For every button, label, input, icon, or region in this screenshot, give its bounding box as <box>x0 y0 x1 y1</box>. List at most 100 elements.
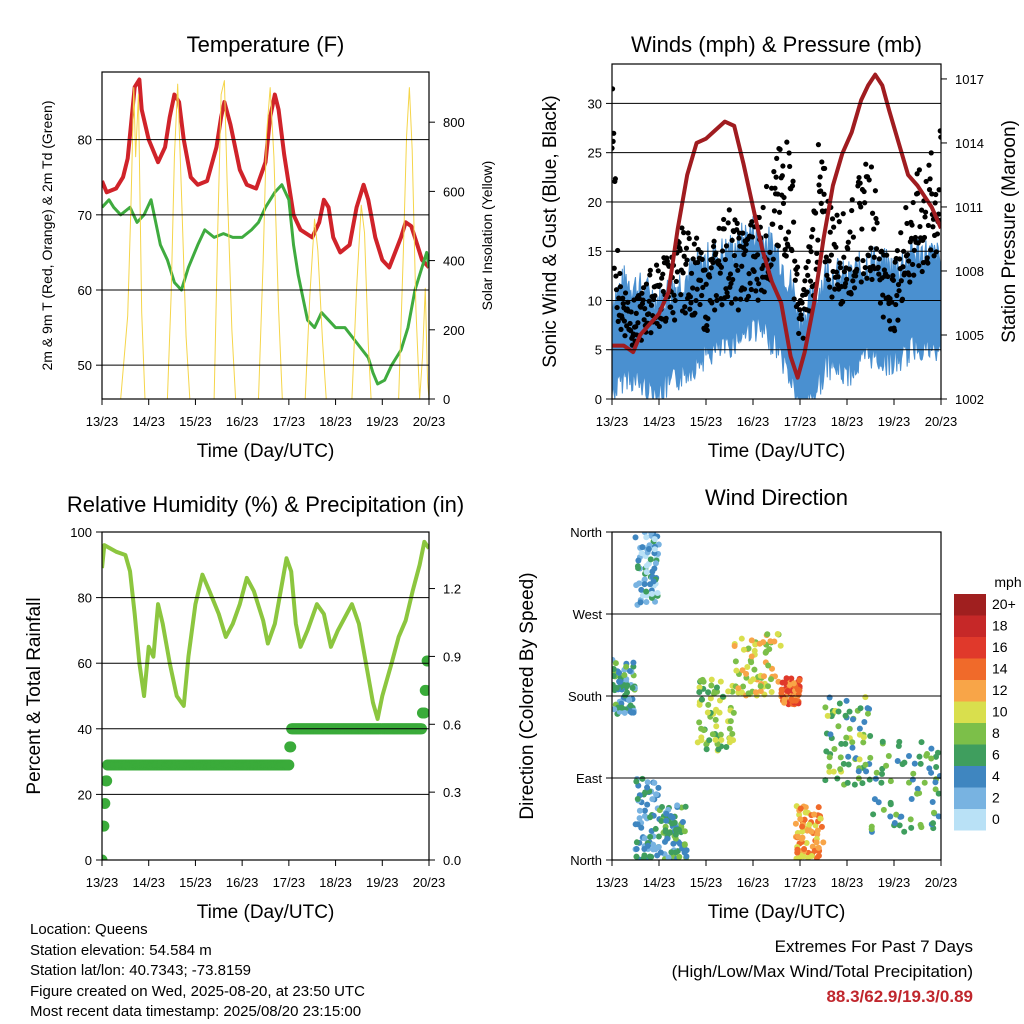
gust-point <box>677 247 683 253</box>
gust-point <box>834 212 840 218</box>
gust-point <box>845 239 851 245</box>
gust-point <box>647 267 653 273</box>
gust-point <box>716 225 722 231</box>
gust-point <box>862 200 868 206</box>
gust-point <box>807 278 814 284</box>
gust-point <box>773 174 779 180</box>
recent-text: Most recent data timestamp: 2025/08/20 2… <box>30 1003 362 1020</box>
series-rh <box>102 539 429 721</box>
direction-point <box>665 854 672 860</box>
gust-point <box>899 296 906 302</box>
direction-point <box>842 712 849 719</box>
gust-point <box>770 221 776 227</box>
gust-point <box>702 267 708 273</box>
direction-point <box>817 815 824 822</box>
direction-point <box>612 660 619 667</box>
y-tick-label: 20 <box>78 787 92 802</box>
direction-point <box>717 678 724 685</box>
direction-point <box>860 734 867 741</box>
gust-point <box>780 163 786 169</box>
direction-point <box>879 738 886 745</box>
colorbar-swatch <box>954 744 986 766</box>
direction-point <box>696 684 703 691</box>
direction-point <box>917 760 924 767</box>
gust-point <box>858 279 864 285</box>
y2-tick-label: 1017 <box>955 72 984 87</box>
direction-point <box>643 562 650 569</box>
direction-point <box>929 799 936 806</box>
gust-point <box>668 304 674 310</box>
x-axis-label: Time (Day/UTC) <box>197 902 335 923</box>
gust-point <box>673 278 679 285</box>
gust-point <box>643 281 650 287</box>
direction-point <box>932 779 939 786</box>
direction-point <box>845 753 852 760</box>
x-tick-label: 14/23 <box>132 875 165 890</box>
colorbar-swatch <box>954 787 986 809</box>
gust-point <box>890 273 896 279</box>
precip-point <box>102 854 108 860</box>
direction-point <box>826 768 833 775</box>
direction-point <box>910 770 917 777</box>
y2-tick-label: 1008 <box>955 264 984 279</box>
gust-point <box>686 235 692 242</box>
gust-point <box>931 253 937 259</box>
direction-point <box>935 790 941 797</box>
gust-point <box>748 286 754 293</box>
direction-point <box>705 689 712 696</box>
y-tick-label: South <box>568 689 602 704</box>
gust-point <box>679 225 685 231</box>
direction-point <box>634 821 641 828</box>
direction-point <box>636 580 643 587</box>
direction-point <box>708 676 715 683</box>
gust-point <box>875 264 881 270</box>
gust-point <box>741 286 748 292</box>
direction-point <box>730 709 737 716</box>
gust-point <box>871 226 877 232</box>
gust-point <box>784 139 790 145</box>
gust-point <box>930 224 936 230</box>
gust-point <box>710 243 717 250</box>
colorbar-label: 0 <box>992 811 1000 827</box>
direction-point <box>704 709 711 716</box>
plot-area <box>102 539 429 860</box>
gust-point <box>891 328 898 334</box>
direction-point <box>712 736 719 743</box>
gust-point <box>687 294 693 300</box>
gust-point <box>854 266 860 272</box>
direction-point <box>679 819 686 826</box>
direction-point <box>873 769 880 776</box>
direction-point <box>794 846 801 853</box>
direction-point <box>750 676 757 683</box>
gust-point <box>697 277 704 284</box>
direction-point <box>751 647 758 654</box>
colorbar-label: 14 <box>992 661 1008 677</box>
gust-point <box>655 268 661 274</box>
direction-point <box>651 779 658 786</box>
precip-point <box>102 797 111 809</box>
direction-point <box>835 708 842 715</box>
gust-point <box>868 245 874 251</box>
direction-point <box>859 780 866 787</box>
chart-title: Winds (mph) & Pressure (mb) <box>631 32 922 57</box>
direction-point <box>861 718 868 725</box>
gust-point <box>728 300 735 306</box>
gust-point <box>869 276 875 283</box>
y2-tick-label: 0.9 <box>443 649 461 664</box>
direction-point <box>634 795 641 802</box>
gust-point <box>876 256 882 262</box>
created-text: Figure created on Wed, 2025-08-20, at 23… <box>30 982 365 1000</box>
gust-point <box>799 300 805 306</box>
direction-point <box>681 828 688 835</box>
y-tick-label: 10 <box>588 293 602 308</box>
x-axis-label: Time (Day/UTC) <box>197 441 335 462</box>
direction-point <box>612 666 617 673</box>
direction-point <box>672 831 679 838</box>
station-info: Location: Queens Station elevation: 54.5… <box>30 920 365 1023</box>
direction-point <box>815 844 822 851</box>
direction-point <box>708 682 715 689</box>
colorbar-label: 20+ <box>992 596 1016 612</box>
direction-point <box>802 809 809 816</box>
x-tick-label: 17/23 <box>784 875 817 890</box>
gust-point <box>731 252 737 259</box>
